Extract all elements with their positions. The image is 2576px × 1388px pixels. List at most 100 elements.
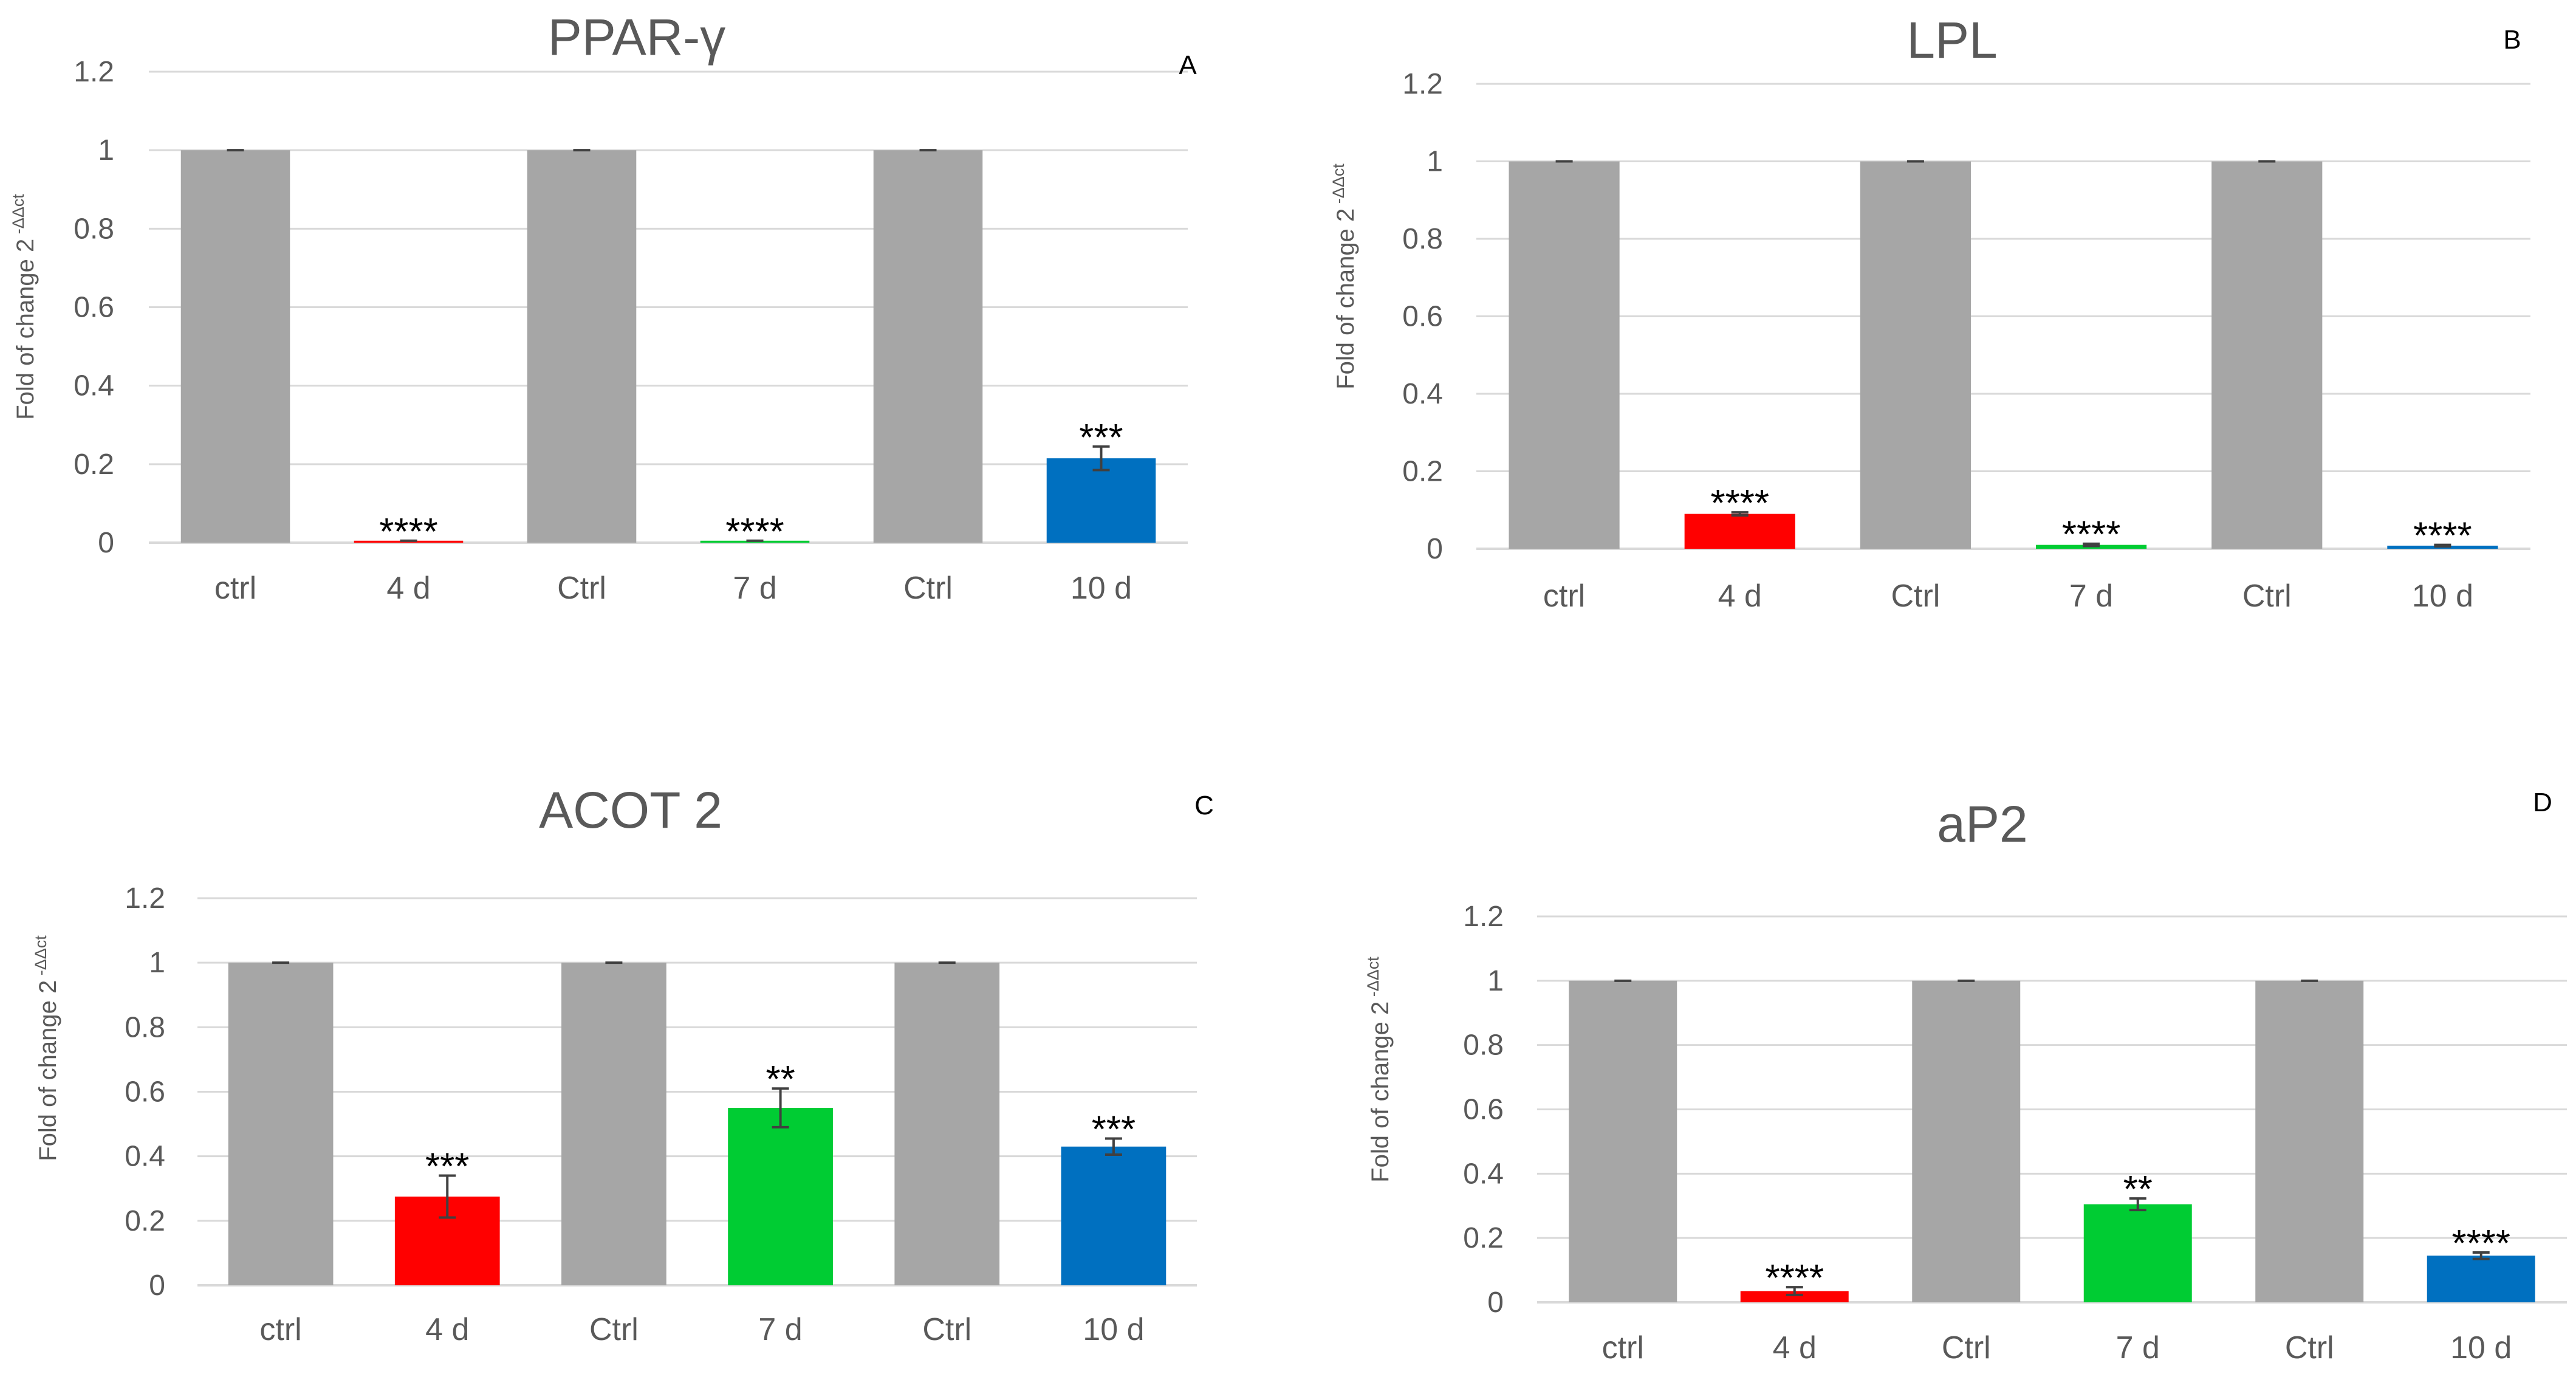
y-axis-label-superscript: -ΔΔct <box>32 935 50 980</box>
y-axis-label-superscript: -ΔΔct <box>9 194 27 239</box>
significance-label: **** <box>2451 1223 2510 1265</box>
bar <box>1912 980 2021 1302</box>
significance-label: **** <box>2413 515 2472 557</box>
x-tick-label: 10 d <box>1083 1312 1144 1347</box>
significance-label: ** <box>766 1059 795 1101</box>
chart-title: aP2 <box>1937 795 2027 853</box>
bar <box>228 963 334 1285</box>
x-tick-label: 4 d <box>1718 579 1762 614</box>
chart-title: PPAR-γ <box>548 9 725 66</box>
y-tick-label: 1 <box>1427 146 1443 178</box>
significance-label: **** <box>725 511 784 553</box>
bar <box>1061 1146 1166 1285</box>
bar <box>1740 1291 1849 1302</box>
significance-label: **** <box>379 511 438 553</box>
y-tick-label: 0.8 <box>1402 223 1443 255</box>
y-axis-label: Fold of change 2 -ΔΔct <box>1329 163 1359 390</box>
bar <box>2211 161 2323 549</box>
bar <box>2255 980 2364 1302</box>
y-axis-label-text: Fold of change 2 <box>1332 208 1359 390</box>
y-tick-label: 0.6 <box>1402 301 1443 333</box>
x-tick-label: ctrl <box>214 571 256 606</box>
bar <box>180 150 290 543</box>
significance-label: **** <box>1765 1257 1824 1299</box>
x-tick-label: ctrl <box>1602 1330 1644 1366</box>
x-tick-label: 4 d <box>386 571 430 606</box>
y-tick-label: 0.8 <box>1463 1029 1504 1062</box>
bar <box>1046 458 1156 543</box>
y-axis-label: Fold of change 2 -ΔΔct <box>1364 957 1394 1183</box>
x-tick-label: Ctrl <box>589 1312 639 1347</box>
y-axis-label-text: Fold of change 2 <box>1367 1001 1394 1183</box>
bar <box>728 1108 833 1285</box>
panel-label: B <box>2503 25 2521 55</box>
y-tick-label: 1.2 <box>1463 901 1504 933</box>
chart-panel-c: 0 0.2 0.4 0.6 0.8 1 1.2 ACOT 2 C Fold of change 2… <box>32 782 1214 1347</box>
y-tick-label: 0.2 <box>125 1205 165 1237</box>
bar <box>873 150 983 543</box>
y-tick-label: 0.8 <box>74 213 114 245</box>
significance-label: *** <box>425 1146 469 1188</box>
y-tick-label: 0.2 <box>1402 456 1443 488</box>
panel-label: D <box>2533 788 2552 817</box>
x-tick-label: 4 d <box>1773 1330 1817 1366</box>
x-tick-label: ctrl <box>259 1312 301 1347</box>
y-tick-label: 1.2 <box>74 56 114 88</box>
y-tick-label: 0.4 <box>125 1141 165 1173</box>
significance-label: *** <box>1092 1108 1136 1150</box>
y-tick-label: 1 <box>1487 965 1504 997</box>
bar <box>561 963 666 1285</box>
bar <box>2427 1256 2535 1302</box>
y-tick-label: 0.4 <box>1463 1158 1504 1190</box>
y-axis-label-text: Fold of change 2 <box>12 239 39 420</box>
y-tick-label: 1 <box>98 134 114 167</box>
x-tick-label: Ctrl <box>1942 1330 1991 1366</box>
panel-label: C <box>1194 791 1214 820</box>
bar <box>1860 161 1971 549</box>
y-tick-label: 0.6 <box>74 292 114 324</box>
y-axis-label-superscript: -ΔΔct <box>1364 957 1382 1001</box>
chart-panel-d: 0 0.2 0.4 0.6 0.8 1 1.2 aP2 D Fold of change 2 -Δ… <box>1364 788 2567 1366</box>
significance-label: *** <box>1079 417 1123 459</box>
chart-panel-b: 0 0.2 0.4 0.6 0.8 1 1.2 LPL B Fold of change 2 -Δ… <box>1329 12 2530 614</box>
y-tick-label: 0.6 <box>1463 1094 1504 1126</box>
y-tick-label: 0 <box>1487 1287 1504 1319</box>
y-tick-label: 0.2 <box>1463 1222 1504 1254</box>
y-tick-label: 1.2 <box>125 882 165 915</box>
x-tick-label: Ctrl <box>922 1312 971 1347</box>
y-tick-label: 0.8 <box>125 1011 165 1043</box>
y-tick-label: 1 <box>149 947 165 979</box>
x-tick-label: 4 d <box>425 1312 469 1347</box>
bar <box>1684 514 1795 549</box>
panel-label: A <box>1179 50 1197 80</box>
y-tick-label: 0.4 <box>1402 378 1443 410</box>
x-tick-label: 10 d <box>2412 579 2473 614</box>
significance-label: **** <box>1710 483 1769 524</box>
y-tick-label: 0 <box>149 1269 165 1302</box>
x-tick-label: Ctrl <box>903 571 953 606</box>
x-tick-label: 10 d <box>2450 1330 2512 1366</box>
bar <box>1569 980 1677 1302</box>
significance-label: ** <box>2123 1169 2153 1211</box>
x-tick-label: 10 d <box>1070 571 1132 606</box>
x-tick-label: 7 d <box>2069 579 2113 614</box>
y-tick-label: 0.6 <box>125 1076 165 1108</box>
chart-title: LPL <box>1906 12 1997 69</box>
y-axis-label-text: Fold of change 2 <box>35 980 61 1161</box>
y-axis-label: Fold of change 2 -ΔΔct <box>9 194 39 420</box>
bar <box>1509 161 1620 549</box>
chart-panel-a: 0 0.2 0.4 0.6 0.8 1 1.2 PPAR-γ A Fold of change 2… <box>9 9 1197 606</box>
bar <box>2083 1204 2192 1302</box>
y-tick-label: 0 <box>1427 533 1443 565</box>
y-tick-label: 0.2 <box>74 448 114 481</box>
x-tick-label: 7 d <box>2116 1330 2160 1366</box>
significance-label: **** <box>2062 514 2121 556</box>
bar <box>527 150 637 543</box>
bar <box>894 963 1000 1285</box>
x-tick-label: Ctrl <box>2242 579 2292 614</box>
x-tick-label: 7 d <box>733 571 776 606</box>
x-tick-label: Ctrl <box>557 571 606 606</box>
x-tick-label: Ctrl <box>2285 1330 2334 1366</box>
x-tick-label: 7 d <box>758 1312 802 1347</box>
